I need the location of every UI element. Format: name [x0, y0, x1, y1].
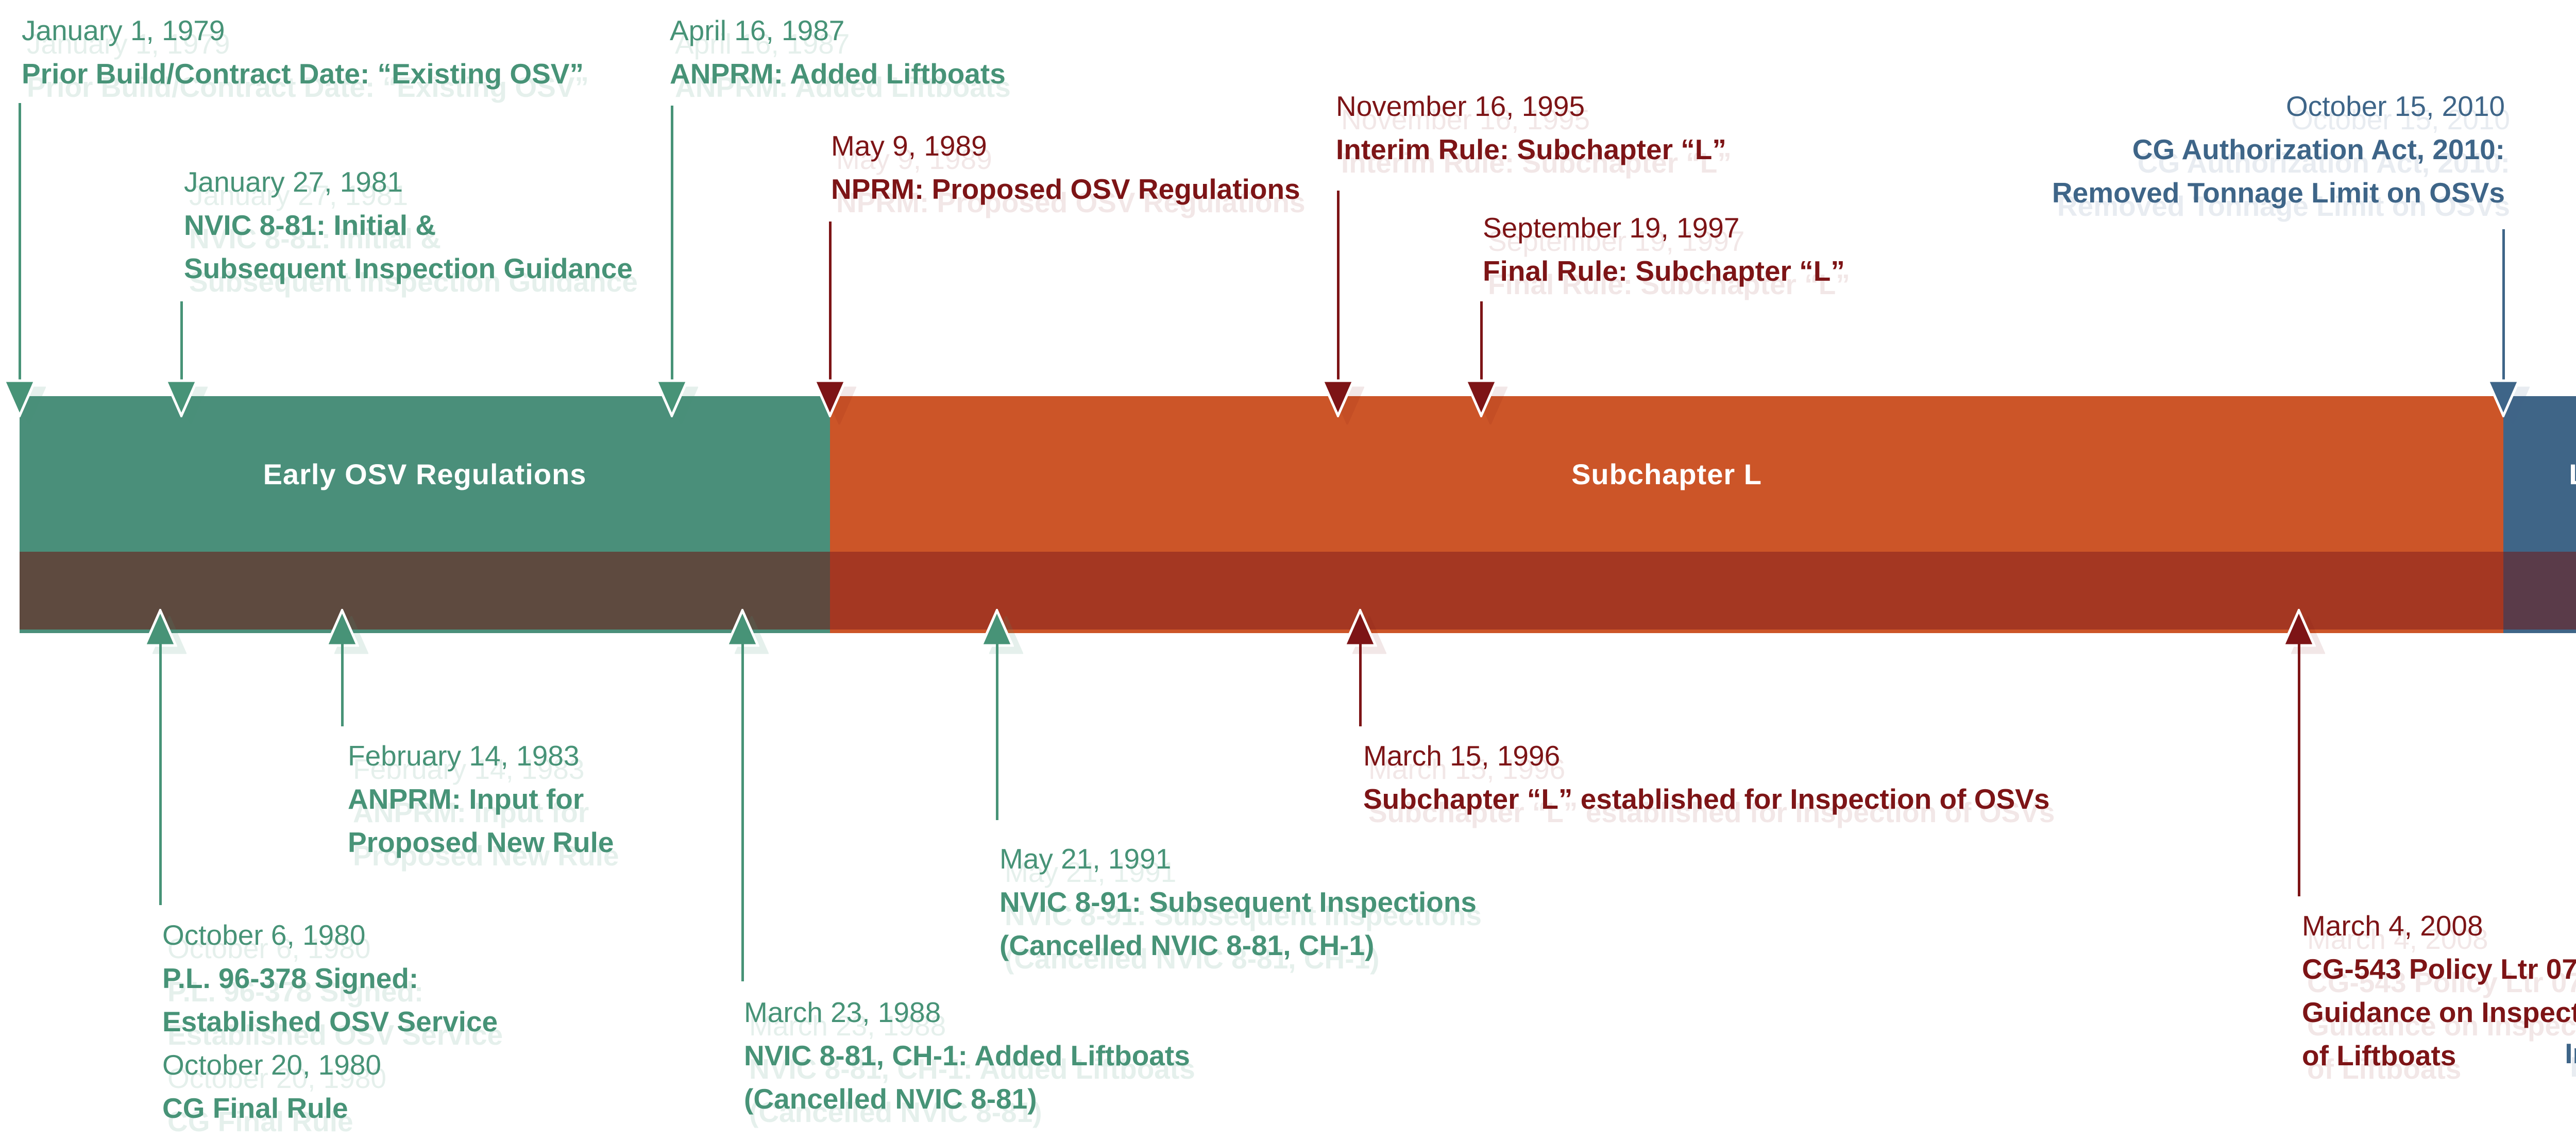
timeline-arrow-1988: [725, 609, 759, 981]
event-1983-anprm-input: February 14, 1983 ANPRM: Input for Propo…: [348, 734, 614, 864]
arrow-shaft: [180, 301, 183, 385]
event-desc: P.L. 96-378 Signed: Established OSV Serv…: [162, 962, 498, 1037]
arrow-down-icon: [813, 379, 847, 417]
timeline-arrow-1981: [164, 301, 198, 417]
event-desc: NVIC 8-81: Initial & Subsequent Inspecti…: [184, 209, 633, 284]
arrow-down-icon: [164, 379, 198, 417]
event-desc: CG Authorization Act, 2010: Removed Tonn…: [2052, 133, 2505, 209]
timeline-arrow-2008: [2282, 609, 2316, 896]
timeline-arrow-1989: [813, 222, 847, 417]
event-desc: NVIC 8-81, CH-1: Added Liftboats (Cancel…: [744, 1040, 1190, 1115]
arrow-shaft: [1359, 641, 1362, 726]
event-1997-final-rule: September 19, 1997 Final Rule: Subchapte…: [1483, 206, 1845, 293]
event-2010-cg-authorization-act: October 15, 2010 CG Authorization Act, 2…: [2052, 84, 2505, 214]
event-1987-anprm-liftboats: April 16, 1987 ANPRM: Added Liftboats: [670, 9, 1006, 95]
timeline-arrow-1987: [655, 106, 689, 417]
bar-section-label: Early OSV Regulations: [263, 457, 587, 490]
arrow-shaft: [671, 106, 673, 385]
overlay-strip-early: [20, 552, 830, 629]
arrow-down-icon: [3, 379, 37, 417]
event-desc: CG Final Rule: [162, 1092, 348, 1124]
event-1980-pl-96-378: October 6, 1980 P.L. 96-378 Signed: Esta…: [162, 913, 498, 1130]
event-date: October 15, 2010: [2285, 90, 2505, 122]
event-desc: NVIC 8-91: Subsequent Inspections (Cance…: [999, 886, 1477, 961]
event-2014-interim-final-rule: August 18, 2014 Interim Final Rule: Larg…: [2565, 989, 2576, 1118]
event-date: August 18, 2014: [2565, 989, 2576, 1032]
arrow-shaft: [19, 103, 21, 385]
event-date: November 16, 1995: [1336, 90, 1585, 122]
timeline-arrow-1983: [325, 609, 359, 726]
event-2008-cg-543-policy-ltr: March 4, 2008 CG-543 Policy Ltr 07-02: G…: [2302, 904, 2576, 1077]
bar-section-label: Subchapter L: [1571, 457, 1762, 490]
timeline-arrow-1997: [1464, 301, 1498, 417]
event-1989-nprm: May 9, 1989 NPRM: Proposed OSV Regulatio…: [831, 124, 1300, 211]
timeline-arrow-1979: [3, 103, 37, 417]
arrow-shaft: [341, 641, 344, 726]
event-date: May 21, 1991: [999, 843, 1172, 875]
arrow-shaft: [996, 641, 998, 820]
event-1981-nvic-8-81: January 27, 1981 NVIC 8-81: Initial & Su…: [184, 160, 633, 290]
event-date: January 27, 1981: [184, 166, 403, 198]
event-1996-subchapter-l-established: March 15, 1996 Subchapter “L” establishe…: [1363, 734, 2049, 821]
event-date: March 4, 2008: [2302, 910, 2483, 942]
event-date: April 16, 1987: [670, 14, 845, 46]
arrow-shaft: [2298, 641, 2300, 896]
arrow-shaft: [159, 641, 162, 905]
bar-section-label: Large OSVs: [2503, 396, 2576, 552]
timeline-arrow-1980: [143, 609, 177, 905]
event-date: October 20, 1980: [162, 1049, 382, 1081]
event-desc: Interim Final Rule: Large OSVs: [2565, 1037, 2576, 1069]
arrow-shaft: [1480, 301, 1483, 385]
arrow-down-icon: [655, 379, 689, 417]
event-desc: CG-543 Policy Ltr 07-02: Guidance on Ins…: [2302, 953, 2576, 1071]
event-desc: ANPRM: Input for Proposed New Rule: [348, 783, 614, 858]
arrow-shaft: [829, 222, 832, 385]
overlay-strip-large-osvs: [2503, 552, 2576, 629]
timeline-arrow-2010: [2486, 229, 2520, 417]
event-1991-nvic-8-91: May 21, 1991 NVIC 8-91: Subsequent Inspe…: [999, 837, 1477, 967]
overlay-strip-subchapter-l: [830, 552, 2503, 629]
event-1979-prior-build-contract: January 1, 1979 Prior Build/Contract Dat…: [22, 9, 584, 95]
event-1988-nvic-8-81-ch-1: March 23, 1988 NVIC 8-81, CH-1: Added Li…: [744, 991, 1190, 1120]
timeline-bar: Early OSV Regulations Subchapter L Large…: [20, 396, 2576, 633]
event-desc: Interim Rule: Subchapter “L”: [1336, 133, 1726, 165]
timeline-arrow-1995: [1321, 191, 1355, 417]
event-date: May 9, 1989: [831, 130, 987, 162]
timeline-arrow-1996: [1343, 609, 1377, 726]
event-desc: ANPRM: Added Liftboats: [670, 58, 1006, 90]
event-date: September 19, 1997: [1483, 212, 1740, 244]
arrow-shaft: [2502, 229, 2505, 385]
arrow-down-icon: [2486, 379, 2520, 417]
arrow-shaft: [1337, 191, 1340, 385]
event-desc: Final Rule: Subchapter “L”: [1483, 255, 1845, 287]
timeline-arrow-1991: [980, 609, 1014, 820]
event-date: January 1, 1979: [22, 14, 225, 46]
event-desc: Subchapter “L” established for Inspectio…: [1363, 783, 2050, 815]
event-desc: Prior Build/Contract Date: “Existing OSV…: [22, 58, 584, 90]
event-date: February 14, 1983: [348, 740, 580, 772]
arrow-down-icon: [1464, 379, 1498, 417]
arrow-shaft: [741, 641, 744, 981]
event-date: October 6, 1980: [162, 919, 366, 951]
event-date: March 15, 1996: [1363, 740, 1561, 772]
event-date: March 23, 1988: [744, 996, 941, 1028]
arrow-down-icon: [1321, 379, 1355, 417]
event-1995-interim-rule: November 16, 1995 Interim Rule: Subchapt…: [1336, 84, 1726, 171]
event-desc: NPRM: Proposed OSV Regulations: [831, 173, 1300, 205]
